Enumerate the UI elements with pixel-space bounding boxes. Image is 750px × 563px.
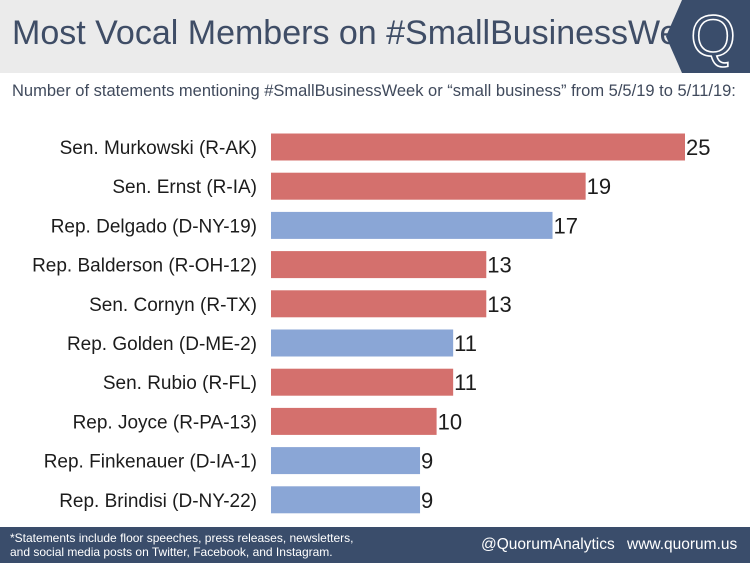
value-label-rep-balderson-r-oh-12: 13: [487, 253, 511, 278]
footnote: *Statements include floor speeches, pres…: [10, 531, 370, 559]
chart-title: Most Vocal Members on #SmallBusinessWeek: [12, 14, 715, 52]
bar-sen-murkowski-r-ak: [271, 133, 685, 161]
value-label-sen-rubio-r-fl: 11: [454, 370, 477, 395]
quorum-logo-icon: Q: [666, 0, 750, 73]
value-label-rep-brindisi-d-ny-22: 9: [421, 488, 433, 513]
value-label-sen-ernst-r-ia: 19: [587, 174, 611, 199]
header-bar: Most Vocal Members on #SmallBusinessWeek…: [0, 0, 750, 73]
value-label-rep-finkenauer-d-ia-1: 9: [421, 449, 433, 474]
value-label-rep-delgado-d-ny-19: 17: [554, 213, 578, 238]
bar-rep-golden-d-me-2: [271, 329, 454, 357]
bar-rep-balderson-r-oh-12: [271, 251, 487, 279]
value-label-rep-joyce-r-pa-13: 10: [438, 409, 462, 434]
logo-hexagon-shape: [666, 0, 750, 73]
value-label-sen-murkowski-r-ak: 25: [686, 135, 710, 160]
value-label-rep-golden-d-me-2: 11: [454, 331, 477, 356]
category-label-rep-delgado-d-ny-19: Rep. Delgado (D-NY-19): [51, 216, 257, 237]
category-label-sen-murkowski-r-ak: Sen. Murkowski (R-AK): [60, 138, 257, 159]
footnote-line-1: *Statements include floor speeches, pres…: [10, 531, 354, 545]
bar-sen-rubio-r-fl: [271, 368, 454, 396]
bar-rep-delgado-d-ny-19: [271, 211, 553, 239]
category-label-rep-finkenauer-d-ia-1: Rep. Finkenauer (D-IA-1): [44, 452, 257, 473]
logo-letter: Q: [690, 4, 735, 69]
category-label-rep-balderson-r-oh-12: Rep. Balderson (R-OH-12): [32, 256, 257, 277]
category-label-rep-joyce-r-pa-13: Rep. Joyce (R-PA-13): [73, 412, 257, 433]
category-label-rep-brindisi-d-ny-22: Rep. Brindisi (D-NY-22): [59, 491, 257, 512]
category-label-sen-ernst-r-ia: Sen. Ernst (R-IA): [112, 177, 257, 198]
bar-rep-joyce-r-pa-13: [271, 407, 437, 435]
footnote-line-2: and social media posts on Twitter, Faceb…: [10, 545, 333, 559]
twitter-handle: @QuorumAnalytics: [481, 536, 615, 553]
value-label-sen-cornyn-r-tx: 13: [487, 292, 511, 317]
category-label-sen-cornyn-r-tx: Sen. Cornyn (R-TX): [89, 295, 257, 316]
category-label-rep-golden-d-me-2: Rep. Golden (D-ME-2): [67, 334, 257, 355]
chart-subtitle: Number of statements mentioning #SmallBu…: [12, 82, 736, 100]
footer-bar: *Statements include floor speeches, pres…: [0, 527, 750, 563]
website-link: www.quorum.us: [627, 536, 738, 553]
bar-sen-ernst-r-ia: [271, 172, 586, 200]
bar-rep-finkenauer-d-ia-1: [271, 447, 421, 475]
bar-sen-cornyn-r-tx: [271, 290, 487, 318]
category-label-sen-rubio-r-fl: Sen. Rubio (R-FL): [103, 373, 257, 394]
bar-rep-brindisi-d-ny-22: [271, 486, 421, 514]
